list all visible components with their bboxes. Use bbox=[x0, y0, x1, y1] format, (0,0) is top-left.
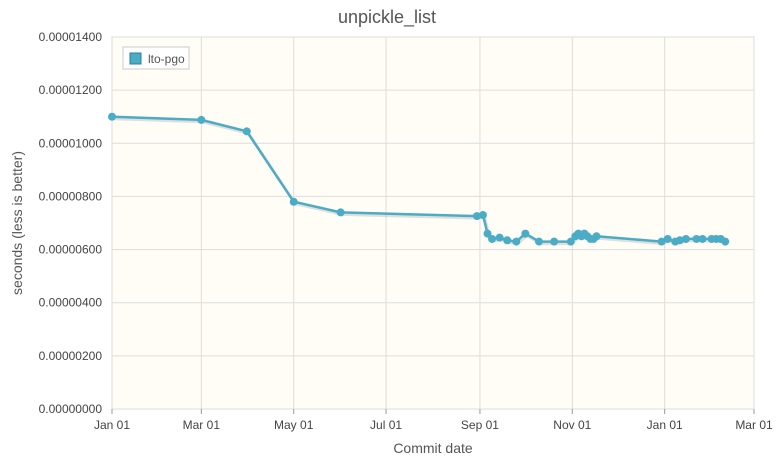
data-point[interactable] bbox=[663, 234, 672, 243]
data-point[interactable] bbox=[566, 237, 575, 246]
y-tick-label: 0.00000200 bbox=[39, 349, 103, 363]
series-layer bbox=[108, 112, 730, 246]
grid-lines bbox=[111, 36, 755, 410]
data-point[interactable] bbox=[681, 234, 690, 243]
x-tick-label: Mar 01 bbox=[183, 418, 221, 432]
x-tick-label: Jan 01 bbox=[94, 418, 130, 432]
legend-label-lto-pgo: lto-pgo bbox=[148, 52, 185, 66]
data-point[interactable] bbox=[550, 237, 559, 246]
x-axis-label: Commit date bbox=[393, 440, 473, 456]
chart-title: unpickle_list bbox=[338, 7, 436, 28]
y-tick-label: 0.00001200 bbox=[39, 83, 103, 97]
legend[interactable]: lto-pgo bbox=[122, 46, 190, 70]
x-tick-label: Nov 01 bbox=[553, 418, 591, 432]
data-point[interactable] bbox=[289, 197, 298, 206]
data-point[interactable] bbox=[478, 211, 487, 220]
legend-swatch bbox=[129, 52, 142, 65]
y-tick-label: 0.00000000 bbox=[39, 402, 103, 416]
data-point[interactable] bbox=[495, 233, 504, 242]
x-axis-ticks: Jan 01 Mar 01 May 01 Jul 01 Sep 01 Nov 01 Jan … bbox=[94, 409, 773, 432]
data-point[interactable] bbox=[521, 229, 530, 238]
plot-area bbox=[111, 36, 755, 410]
x-tick-label: Jul 01 bbox=[370, 418, 402, 432]
y-axis-ticks: 0.00000000 0.00000200 0.00000400 0.00000600… bbox=[39, 30, 103, 416]
data-point[interactable] bbox=[336, 208, 345, 217]
y-tick-label: 0.00000400 bbox=[39, 296, 103, 310]
y-tick-label: 0.00001000 bbox=[39, 136, 103, 150]
data-point[interactable] bbox=[472, 212, 481, 221]
data-point[interactable] bbox=[242, 127, 251, 136]
data-point[interactable] bbox=[698, 234, 707, 243]
data-point[interactable] bbox=[488, 234, 497, 243]
y-tick-label: 0.00000800 bbox=[39, 189, 103, 203]
y-tick-label: 0.00001400 bbox=[39, 30, 103, 44]
x-tick-label: May 01 bbox=[274, 418, 314, 432]
data-point[interactable] bbox=[197, 115, 206, 124]
y-axis-label: seconds (less is better) bbox=[9, 151, 25, 295]
y-tick-label: 0.00000600 bbox=[39, 243, 103, 257]
data-point[interactable] bbox=[692, 234, 701, 243]
data-point[interactable] bbox=[512, 237, 521, 246]
data-point[interactable] bbox=[675, 236, 684, 245]
x-tick-label: Mar 01 bbox=[735, 418, 773, 432]
data-point[interactable] bbox=[108, 112, 116, 121]
data-point[interactable] bbox=[657, 237, 666, 246]
data-point[interactable] bbox=[534, 237, 543, 246]
data-point[interactable] bbox=[592, 232, 601, 241]
data-point[interactable] bbox=[721, 237, 730, 246]
data-point[interactable] bbox=[503, 236, 512, 245]
x-tick-label: Jan 01 bbox=[647, 418, 683, 432]
data-point[interactable] bbox=[483, 229, 492, 238]
x-tick-label: Sep 01 bbox=[461, 418, 499, 432]
